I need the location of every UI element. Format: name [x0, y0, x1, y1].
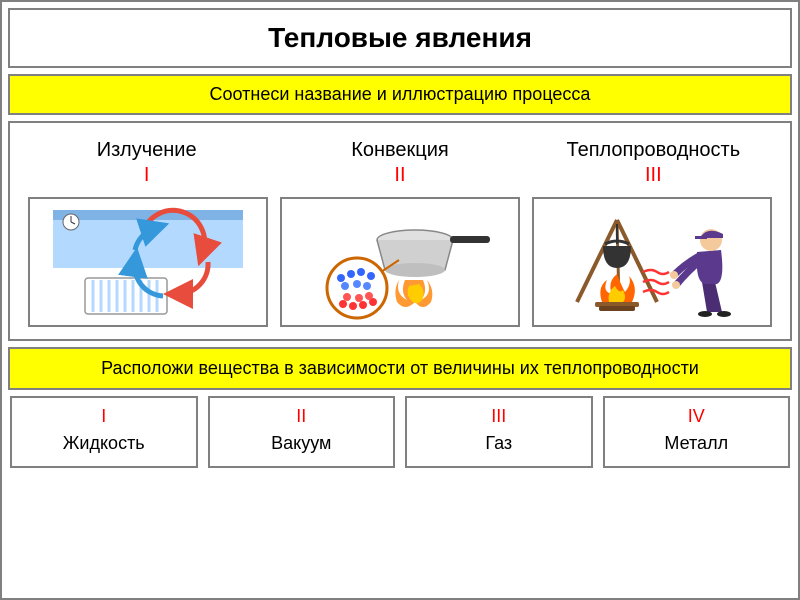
substance-box-4[interactable]: IV Металл — [603, 396, 791, 468]
substance-box-2[interactable]: II Вакуум — [208, 396, 396, 468]
radiator-circulation-icon — [43, 202, 253, 322]
page-title: Тепловые явления — [10, 22, 790, 54]
processes-panel: Излучение Конвекция Теплопроводность I I… — [8, 121, 792, 341]
substance-roman-2: II — [210, 406, 394, 427]
instruction-1-text: Соотнеси название и иллюстрацию процесса — [10, 84, 790, 105]
substance-roman-4: IV — [605, 406, 789, 427]
process-label-1: Излучение — [21, 139, 272, 162]
substance-box-3[interactable]: III Газ — [405, 396, 593, 468]
process-romans-row: I II III — [20, 164, 780, 187]
substance-box-1[interactable]: I Жидкость — [10, 396, 198, 468]
substance-name-3: Газ — [407, 433, 591, 454]
instruction-1-box: Соотнеси название и иллюстрацию процесса — [8, 74, 792, 115]
image-box-2[interactable] — [280, 197, 520, 327]
process-roman-3: III — [528, 164, 779, 187]
process-labels-row: Излучение Конвекция Теплопроводность — [20, 139, 780, 162]
substance-roman-1: I — [12, 406, 196, 427]
process-label-2: Конвекция — [275, 139, 526, 162]
saucepan-flame-icon — [295, 202, 505, 322]
substance-roman-3: III — [407, 406, 591, 427]
outer-frame: Тепловые явления Соотнеси название и илл… — [0, 0, 800, 600]
instruction-2-box: Расположи вещества в зависимости от вели… — [8, 347, 792, 390]
image-box-3[interactable] — [532, 197, 772, 327]
image-box-1[interactable] — [28, 197, 268, 327]
process-roman-1: I — [21, 164, 272, 187]
title-box: Тепловые явления — [8, 8, 792, 68]
campfire-person-icon — [547, 202, 757, 322]
substance-name-4: Металл — [605, 433, 789, 454]
process-roman-2: II — [275, 164, 526, 187]
substance-name-2: Вакуум — [210, 433, 394, 454]
process-images-row — [20, 197, 780, 327]
substance-name-1: Жидкость — [12, 433, 196, 454]
instruction-2-text: Расположи вещества в зависимости от вели… — [16, 357, 784, 380]
process-label-3: Теплопроводность — [528, 139, 779, 162]
substances-row: I Жидкость II Вакуум III Газ IV Металл — [8, 396, 792, 468]
